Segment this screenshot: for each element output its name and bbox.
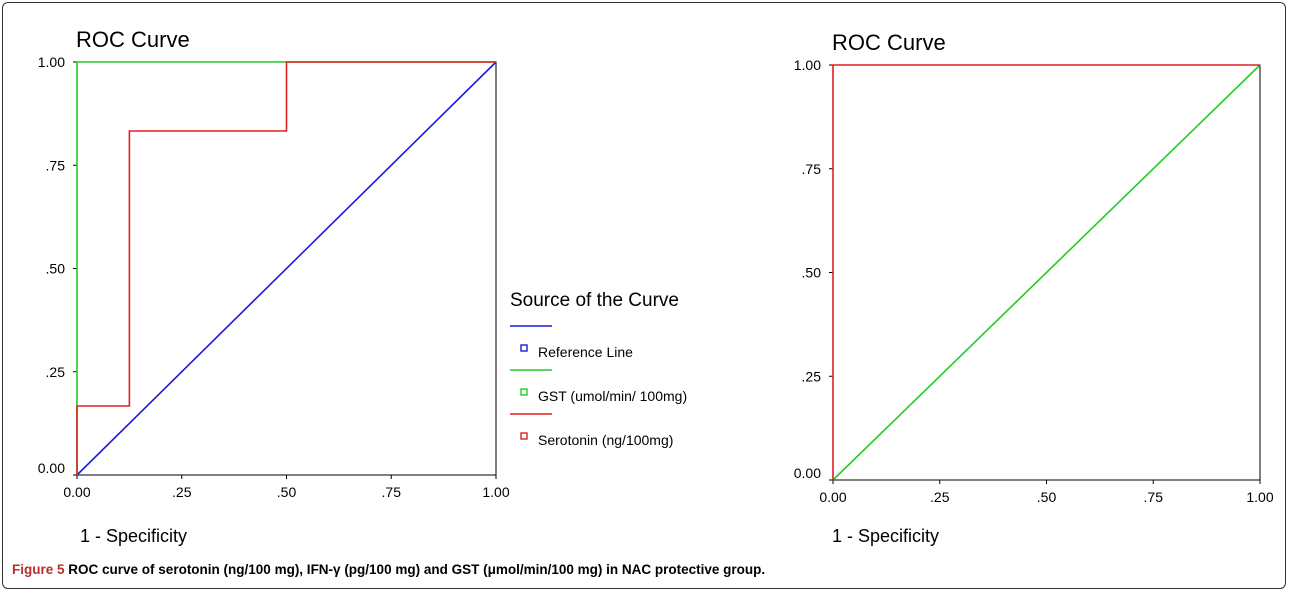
legend-marker-3 — [520, 432, 528, 440]
legend-marker-1 — [520, 344, 528, 352]
chart1-x-tick-label: .75 — [382, 484, 402, 500]
chart2-y-tick-label: 0.00 — [794, 465, 821, 481]
chart1-y-tick-label: 1.00 — [38, 54, 65, 70]
chart2-title: ROC Curve — [832, 30, 946, 55]
chart2-x-tick-label: .25 — [930, 489, 950, 505]
chart1-x-tick-label: 0.00 — [63, 484, 90, 500]
chart2-y-tick-label: .25 — [802, 368, 822, 384]
chart1-x-tick-label: .50 — [277, 484, 297, 500]
legend-entry-1: Reference Line — [538, 344, 633, 360]
legend-marker-2 — [520, 388, 528, 396]
chart1-y-tick-label: .50 — [46, 261, 66, 277]
chart1-y-tick-label: 0.00 — [38, 460, 65, 476]
chart2-y-tick-label: 1.00 — [794, 57, 821, 73]
chart2-x-tick-label: 1.00 — [1246, 489, 1273, 505]
chart2-x-tick-label: 0.00 — [819, 489, 846, 505]
chart1-y-tick-label: .25 — [46, 364, 66, 380]
caption-text: ROC curve of serotonin (ng/100 mg), IFN-… — [68, 562, 766, 577]
figure-caption: Figure 5 ROC curve of serotonin (ng/100 … — [12, 562, 765, 577]
chart1-x-tick-label: 1.00 — [482, 484, 509, 500]
caption-label: Figure 5 — [12, 562, 65, 577]
chart2-series-line-1 — [832, 64, 1261, 481]
legend-entry-2: GST (umol/min/ 100mg) — [538, 388, 687, 404]
legend-title: Source of the Curve — [510, 290, 679, 311]
chart1-x-tick-label: .25 — [172, 484, 192, 500]
chart1-series-line-1 — [76, 61, 497, 476]
chart2-series-line-2 — [832, 64, 1260, 480]
chart1-title: ROC Curve — [76, 27, 190, 52]
chart2-x-tick-label: .50 — [1037, 489, 1057, 505]
chart2-x-axis-label: 1 - Specificity — [832, 526, 939, 546]
chart1-series-line-3 — [76, 61, 496, 475]
legend-entry-3: Serotonin (ng/100mg) — [538, 432, 673, 448]
chart2-y-tick-label: .75 — [802, 161, 822, 177]
chart1-x-axis-label: 1 - Specificity — [80, 526, 187, 546]
chart2-y-tick-label: .50 — [802, 265, 822, 281]
chart2-x-tick-label: .75 — [1144, 489, 1164, 505]
chart1-y-tick-label: .75 — [46, 157, 66, 173]
